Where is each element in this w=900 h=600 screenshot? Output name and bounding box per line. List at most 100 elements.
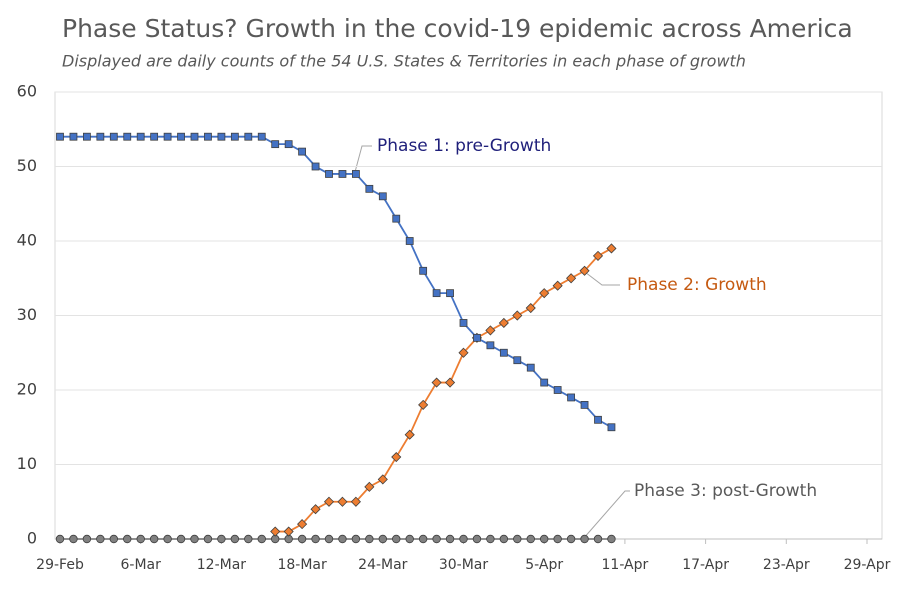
marker <box>190 132 199 141</box>
y-tick-label: 30 <box>17 305 37 324</box>
marker <box>418 534 428 544</box>
y-tick-label: 60 <box>17 82 37 101</box>
marker <box>310 504 321 515</box>
marker <box>458 347 469 358</box>
x-tick-label: 17-Apr <box>682 557 729 573</box>
marker <box>325 170 333 178</box>
marker <box>217 534 226 544</box>
marker <box>123 534 132 544</box>
marker <box>96 132 105 141</box>
marker <box>377 474 388 485</box>
marker <box>485 325 496 336</box>
marker <box>123 132 132 141</box>
marker <box>446 289 454 298</box>
y-tick-label: 20 <box>17 380 37 399</box>
series-label: Phase 2: Growth <box>627 275 767 295</box>
marker <box>69 132 78 141</box>
marker <box>56 132 64 141</box>
marker <box>445 534 455 544</box>
marker <box>177 132 185 141</box>
y-tick-label: 40 <box>17 231 37 250</box>
marker <box>526 363 535 372</box>
marker <box>230 132 239 141</box>
marker <box>486 534 495 544</box>
marker <box>163 534 172 544</box>
marker <box>499 534 509 544</box>
marker <box>444 377 456 388</box>
marker <box>392 534 401 544</box>
marker <box>324 534 334 544</box>
marker <box>109 534 118 544</box>
marker <box>540 534 549 544</box>
marker <box>513 356 522 365</box>
marker <box>297 519 308 530</box>
marker <box>83 132 91 141</box>
marker <box>594 415 602 424</box>
marker <box>606 243 617 254</box>
marker <box>553 534 562 544</box>
marker <box>580 534 589 544</box>
marker <box>204 132 212 141</box>
marker <box>284 140 293 149</box>
marker <box>244 132 253 141</box>
y-tick-label: 10 <box>17 454 37 473</box>
marker <box>459 534 468 544</box>
marker <box>593 534 603 544</box>
marker <box>512 310 523 321</box>
chart-subtitle: Displayed are daily counts of the 54 U.S… <box>62 52 746 71</box>
marker <box>82 534 92 544</box>
marker <box>553 386 562 394</box>
x-tick-label: 29-Apr <box>844 557 891 573</box>
marker <box>365 534 374 544</box>
grid: 0 10 20 30 40 50 60 29-Feb 6-Mar 12-Mar 18-Mar 24-M… <box>17 82 891 574</box>
marker <box>96 534 105 544</box>
marker <box>391 451 402 463</box>
marker <box>392 214 401 223</box>
marker <box>337 496 348 507</box>
marker <box>432 289 441 298</box>
leader-line <box>354 145 372 173</box>
marker <box>567 393 575 402</box>
marker <box>311 162 320 171</box>
marker <box>486 341 495 350</box>
y-tick-label: 50 <box>17 156 37 175</box>
marker <box>552 280 563 291</box>
series-label: Phase 1: pre-Growth <box>377 136 551 156</box>
marker <box>257 132 266 141</box>
marker <box>311 534 320 544</box>
marker <box>499 348 508 357</box>
x-tick-label: 24-Mar <box>358 557 408 573</box>
marker <box>579 265 590 276</box>
marker <box>364 481 375 492</box>
marker <box>378 192 387 201</box>
marker <box>513 534 522 544</box>
leader-line <box>580 268 620 286</box>
marker <box>592 250 604 261</box>
marker <box>418 399 429 410</box>
marker <box>257 534 266 544</box>
x-tick-label: 23-Apr <box>763 557 810 573</box>
chart-title: Phase Status? Growth in the covid-19 epi… <box>62 14 853 43</box>
marker <box>459 319 468 327</box>
marker <box>432 534 441 544</box>
marker <box>498 317 509 329</box>
marker <box>525 302 536 314</box>
marker <box>405 237 414 245</box>
marker <box>350 496 361 507</box>
marker <box>150 132 159 141</box>
x-tick-label: 29-Feb <box>36 557 84 573</box>
marker <box>230 534 240 544</box>
marker <box>323 496 335 507</box>
marker <box>283 526 294 537</box>
marker <box>176 534 186 544</box>
marker <box>405 534 414 544</box>
marker <box>365 184 374 193</box>
marker <box>607 534 616 544</box>
y-tick-label: 0 <box>27 529 37 548</box>
marker <box>149 534 159 544</box>
marker <box>297 534 307 544</box>
marker <box>540 378 549 387</box>
marker <box>473 333 481 342</box>
marker <box>566 273 577 284</box>
